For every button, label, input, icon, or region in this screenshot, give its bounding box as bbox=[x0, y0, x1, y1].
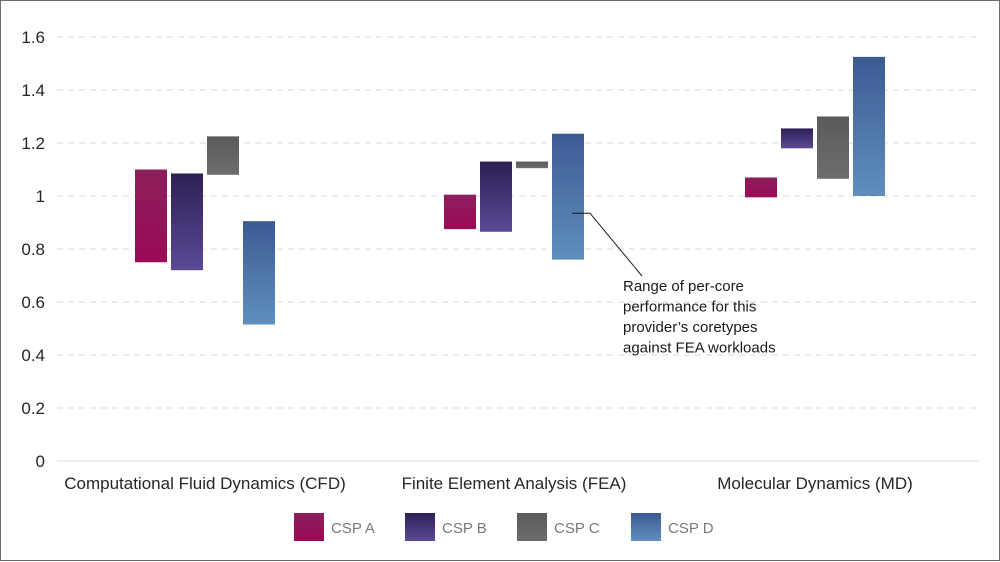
bar-csp-b-cat2 bbox=[781, 128, 813, 149]
annotation-text-line: Range of per-core bbox=[623, 278, 744, 295]
legend-swatch bbox=[294, 513, 324, 541]
legend-swatch bbox=[405, 513, 435, 541]
bar-csp-d-cat0 bbox=[243, 221, 275, 325]
bar-csp-b-cat0 bbox=[171, 173, 203, 271]
x-axis-categories: Computational Fluid Dynamics (CFD) Finite… bbox=[64, 474, 913, 493]
bar-csp-d-cat2 bbox=[853, 56, 885, 196]
y-tick-label: 0.2 bbox=[21, 399, 45, 418]
bar-csp-a-cat1 bbox=[444, 194, 476, 230]
bar-csp-c-cat2 bbox=[817, 116, 849, 179]
annotation: Range of per-core performance for this pro… bbox=[572, 212, 776, 357]
y-tick-label: 1.6 bbox=[21, 28, 45, 47]
annotation-text-line: provider’s coretypes bbox=[623, 319, 758, 336]
legend: CSP A CSP B CSP C CSP D bbox=[294, 513, 714, 541]
legend-label: CSP B bbox=[442, 520, 487, 537]
bar-csp-a-cat0 bbox=[135, 169, 167, 263]
legend-label: CSP A bbox=[331, 520, 375, 537]
y-tick-label: 1.4 bbox=[21, 81, 45, 100]
y-tick-label: 0 bbox=[36, 452, 45, 471]
bar-csp-c-cat1 bbox=[516, 161, 548, 169]
legend-swatch bbox=[517, 513, 547, 541]
gridlines bbox=[57, 36, 979, 462]
bars bbox=[135, 56, 885, 325]
annotation-text-line: against FEA workloads bbox=[623, 340, 776, 357]
legend-label: CSP D bbox=[668, 520, 714, 537]
annotation-leader-line bbox=[572, 212, 643, 277]
x-category-label: Finite Element Analysis (FEA) bbox=[402, 474, 627, 493]
legend-swatch bbox=[631, 513, 661, 541]
y-tick-label: 1.2 bbox=[21, 134, 45, 153]
y-tick-label: 0.8 bbox=[21, 240, 45, 259]
annotation-text-line: performance for this bbox=[623, 299, 756, 316]
x-category-label: Molecular Dynamics (MD) bbox=[717, 474, 913, 493]
legend-label: CSP C bbox=[554, 520, 600, 537]
bar-csp-d-cat1 bbox=[552, 133, 584, 260]
bar-csp-b-cat1 bbox=[480, 161, 512, 232]
y-tick-label: 0.4 bbox=[21, 346, 45, 365]
y-axis-ticks: 0 0.2 0.4 0.6 0.8 1 1.2 1.4 1.6 bbox=[21, 28, 45, 471]
y-tick-label: 0.6 bbox=[21, 293, 45, 312]
y-tick-label: 1 bbox=[36, 187, 45, 206]
bar-csp-c-cat0 bbox=[207, 136, 239, 175]
x-category-label: Computational Fluid Dynamics (CFD) bbox=[64, 474, 346, 493]
bar-csp-a-cat2 bbox=[745, 177, 777, 198]
